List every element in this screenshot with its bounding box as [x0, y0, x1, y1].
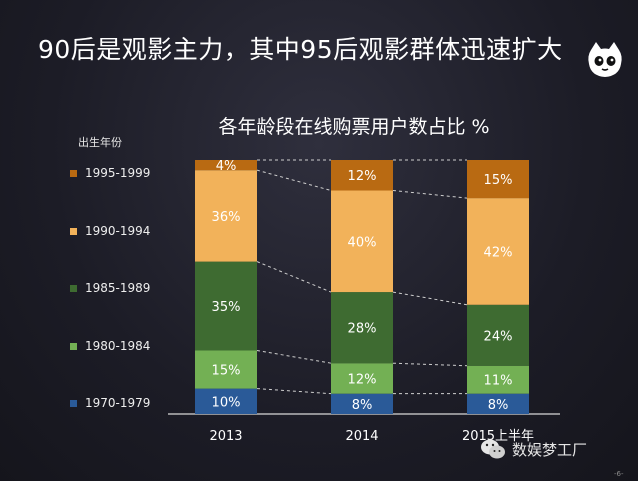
data-label: 11%	[484, 374, 513, 389]
legend-swatch	[70, 399, 77, 407]
data-label: 15%	[484, 173, 513, 188]
legend-label: 1995-1999	[85, 166, 151, 180]
legend-swatch	[70, 342, 77, 350]
bar-segment-1990-1994	[467, 198, 529, 305]
data-label: 12%	[348, 372, 377, 387]
connector-line	[256, 169, 332, 191]
data-label: 10%	[212, 395, 241, 410]
legend-item-1995-1999: 1995-1999	[70, 166, 150, 180]
bar-segment-1995-1999	[467, 160, 529, 199]
x-tick-label: 2015上半年	[462, 429, 534, 444]
connector-line	[392, 291, 468, 306]
data-label: 28%	[348, 322, 377, 337]
connector-line	[256, 388, 332, 395]
data-label: 15%	[212, 364, 241, 379]
connector-line	[392, 362, 468, 367]
bar-segment-1980-1984	[467, 365, 529, 394]
legend-swatch	[70, 227, 77, 235]
data-label: 42%	[484, 245, 513, 260]
cat-logo-icon	[588, 42, 622, 77]
data-label: 40%	[348, 235, 377, 250]
watermark: 数娱梦工厂	[480, 438, 587, 460]
data-label: 12%	[348, 169, 377, 184]
bar-segment-1970-1979	[195, 388, 257, 414]
legend-swatch	[70, 284, 77, 292]
connector-line	[256, 350, 332, 364]
data-label: 36%	[212, 210, 241, 225]
data-label: 35%	[212, 300, 241, 315]
legend-label: 1970-1979	[85, 396, 151, 410]
bar-segment-1995-1999	[195, 160, 257, 171]
bar-segment-1985-1989	[195, 261, 257, 351]
wechat-icon	[481, 439, 505, 459]
bar-segment-1985-1989	[331, 292, 393, 364]
legend-item-1985-1989: 1985-1989	[70, 281, 150, 295]
legend-label: 1990-1994	[85, 224, 151, 238]
data-label: 8%	[352, 398, 373, 413]
bar-segment-1970-1979	[331, 393, 393, 414]
legend-swatch	[70, 169, 77, 177]
bar-segment-1990-1994	[331, 190, 393, 293]
connector-line	[392, 189, 468, 199]
x-tick-label: 2014	[345, 429, 378, 444]
legend-item-1970-1979: 1970-1979	[70, 396, 150, 410]
bar-segment-1980-1984	[331, 363, 393, 394]
legend-label: 1980-1984	[85, 339, 151, 353]
data-label: 4%	[216, 159, 237, 174]
page-number: -6-	[614, 470, 624, 478]
watermark-text: 数娱梦工厂	[512, 440, 588, 459]
slide-title: 90后是观影主力，其中95后观影群体迅速扩大	[38, 35, 563, 64]
chart-title: 各年龄段在线购票用户数占比 %	[218, 116, 490, 138]
connector-line	[256, 261, 332, 293]
legend-item-1990-1994: 1990-1994	[70, 224, 150, 238]
bar-segment-1980-1984	[195, 350, 257, 389]
bar-segment-1990-1994	[195, 170, 257, 262]
data-label: 8%	[488, 398, 509, 413]
bar-segment-1985-1989	[467, 304, 529, 366]
legend-item-1980-1984: 1980-1984	[70, 339, 150, 353]
x-tick-label: 2013	[209, 429, 242, 444]
bar-segment-1995-1999	[331, 160, 393, 191]
bar-segment-1970-1979	[467, 393, 529, 414]
legend-label: 1985-1989	[85, 281, 151, 295]
legend-title: 出生年份	[78, 136, 122, 149]
data-label: 24%	[484, 329, 513, 344]
